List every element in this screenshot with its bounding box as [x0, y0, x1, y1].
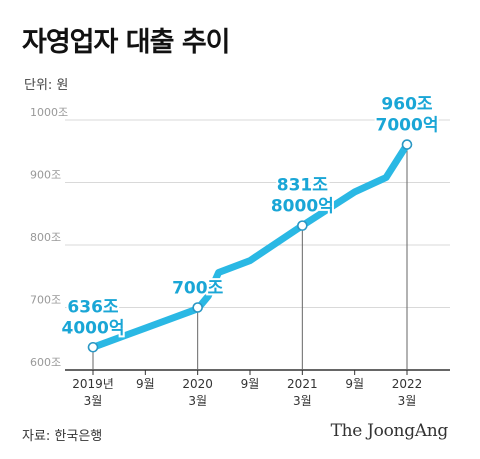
x-tick-label: 2022: [392, 377, 423, 391]
x-tick-label: 9월: [136, 377, 155, 391]
x-axis: [65, 369, 450, 375]
x-tick-sublabel: 3월: [188, 394, 207, 408]
chart-title: 자영업자 대출 추이: [22, 27, 231, 58]
x-tick-label: 2021: [287, 377, 318, 391]
y-tick-label: 700조: [30, 294, 61, 307]
value-label: 7000억: [376, 116, 439, 136]
value-label: 831조: [277, 176, 328, 196]
y-tick-label: 900조: [30, 169, 61, 182]
x-tick-label: 2019년: [72, 377, 114, 391]
highlight-point: [87, 341, 99, 353]
value-label: 636조: [67, 297, 118, 317]
highlight-point: [192, 302, 203, 313]
series-line: [89, 141, 411, 351]
x-axis-labels: 2019년 3월 9월 2020 3월 9월 2021 3월 9월 2022 3월: [72, 377, 422, 408]
x-tick-label: 9월: [345, 377, 364, 391]
highlight-point: [297, 220, 308, 231]
value-label: 700조: [172, 279, 223, 299]
x-tick-sublabel: 3월: [398, 394, 417, 408]
unit-label: 단위: 원: [24, 78, 69, 93]
y-tick-label: 600조: [30, 356, 61, 369]
x-tick-sublabel: 3월: [84, 394, 103, 408]
brand-logo: The JoongAng: [330, 421, 449, 441]
highlight-points: [87, 139, 413, 353]
x-tick-label: 9월: [241, 377, 260, 391]
value-label: 8000억: [271, 197, 334, 217]
grid-lines: [65, 119, 450, 308]
y-axis-labels: 600조 700조 800조 900조 1000조: [30, 106, 68, 369]
x-tick-label: 2020: [182, 377, 213, 391]
y-tick-label: 1000조: [30, 106, 68, 119]
highlight-point: [401, 139, 413, 150]
value-label: 4000억: [62, 318, 125, 338]
x-tick-sublabel: 3월: [293, 394, 312, 408]
value-label: 960조: [381, 95, 432, 115]
highlight-drop-lines: [92, 144, 408, 370]
y-tick-label: 800조: [30, 231, 61, 244]
series-line-path: [89, 141, 411, 351]
source-note: 자료: 한국은행: [22, 429, 103, 444]
